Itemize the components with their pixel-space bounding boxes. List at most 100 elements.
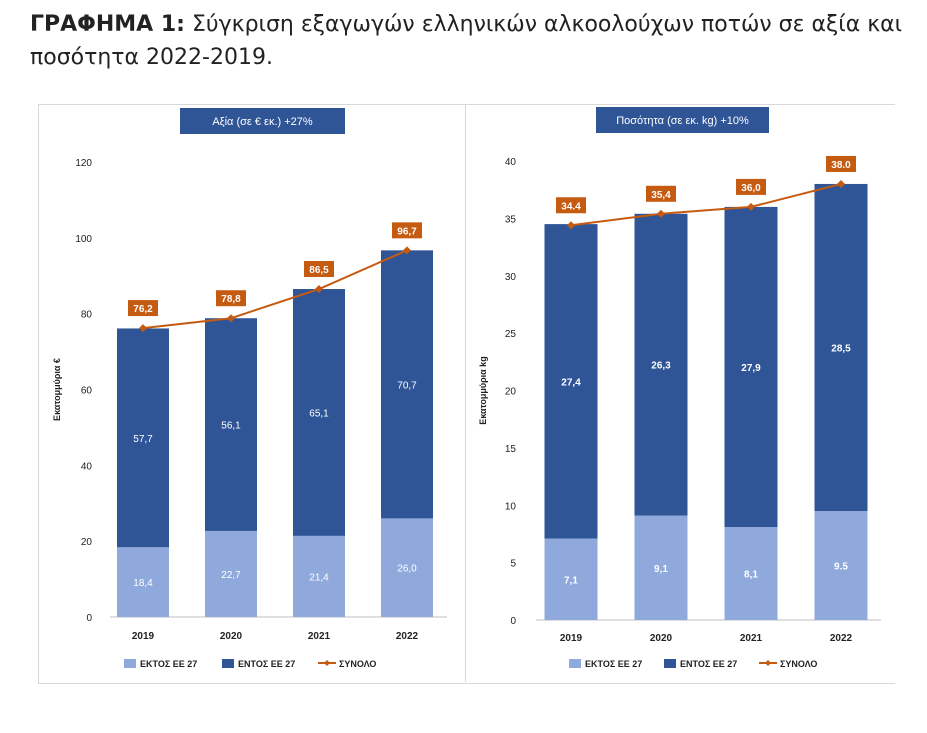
- chart1-total-label-2019: 76,2: [133, 304, 153, 315]
- chart2-y-tick-label: 10: [505, 501, 517, 512]
- chart1-legend-swatch-outside-eu: [124, 659, 136, 668]
- chart1-total-point-2021: [315, 285, 323, 294]
- chart2-total-label-2019: 34.4: [561, 201, 581, 212]
- chart2-label-inside-eu-2020: 26,3: [651, 361, 671, 372]
- chart2-header-box: [596, 107, 769, 133]
- chart1-legend-marker-total: [324, 660, 330, 666]
- chart1-y-tick-label: 0: [86, 613, 92, 624]
- chart1-total-point-2019: [139, 324, 147, 333]
- chart2-y-axis-label: Εκατομμύρια kg: [478, 356, 488, 424]
- chart2-label-outside-eu-2020: 9,1: [654, 564, 668, 575]
- chart1-x-tick-label: 2020: [220, 631, 243, 642]
- chart2-label-outside-eu-2021: 8,1: [744, 570, 758, 581]
- chart2-x-tick-label: 2019: [560, 633, 583, 644]
- chart2-total-label-box-2019: [556, 197, 586, 214]
- chart1-bar-inside-eu-2022: [381, 250, 433, 519]
- chart1-legend-swatch-inside-eu: [222, 659, 234, 668]
- chart2-bar-inside-eu-2021: [724, 206, 778, 528]
- charts-frame: [38, 104, 895, 684]
- chart1-y-tick-label: 40: [81, 461, 93, 472]
- chart1-y-tick-label: 80: [81, 310, 93, 321]
- chart2-bar-outside-eu-2022: [814, 510, 868, 620]
- chart1-x-tick-label: 2019: [132, 631, 155, 642]
- chart2-legend-swatch-inside-eu: [664, 659, 676, 668]
- chart2-label-outside-eu-2022: 9.5: [834, 561, 848, 572]
- chart1-legend-label-total: ΣΥΝΟΛΟ: [339, 659, 376, 669]
- chart1-total-label-box-2021: [304, 261, 334, 278]
- chart2-bar-outside-eu-2021: [724, 527, 778, 620]
- chart2-total-line: [570, 182, 842, 227]
- chart2-total-point-2019: [567, 221, 575, 230]
- chart1-label-inside-eu-2021: 65,1: [309, 408, 329, 419]
- chart2-label-inside-eu-2019: 27,4: [561, 377, 581, 388]
- chart1-y-tick-label: 120: [75, 158, 92, 169]
- chart1-bar-outside-eu-2020: [205, 530, 257, 617]
- chart2-x-tick-label: 2022: [830, 633, 853, 644]
- chart1-bar-inside-eu-2020: [205, 318, 257, 531]
- chart2-x-tick-label: 2021: [740, 633, 763, 644]
- chart1-bar-inside-eu-2021: [293, 289, 345, 536]
- chart1-x-tick-label: 2021: [308, 631, 331, 642]
- chart2-legend-marker-total: [765, 660, 771, 666]
- chart2-bar-inside-eu-2020: [634, 213, 688, 516]
- chart2-legend-swatch-outside-eu: [569, 659, 581, 668]
- chart2-y-tick-label: 15: [505, 444, 517, 455]
- chart1-bar-outside-eu-2021: [293, 535, 345, 617]
- chart2-header-text: Ποσότητα (σε εκ. kg) +10%: [616, 115, 749, 127]
- chart2-total-label-2021: 36,0: [741, 183, 761, 194]
- chart2-bar-inside-eu-2022: [814, 183, 868, 511]
- chart2-total-label-2022: 38.0: [831, 160, 851, 171]
- chart1-label-outside-eu-2021: 21,4: [309, 572, 329, 583]
- chart1-y-tick-label: 20: [81, 537, 93, 548]
- chart1-header-text: Αξία (σε € εκ.) +27%: [212, 116, 313, 128]
- chart1-total-label-2021: 86,5: [309, 265, 329, 276]
- chart1-bar-outside-eu-2019: [117, 547, 169, 617]
- chart2-total-label-box-2020: [646, 185, 676, 202]
- chart1-label-outside-eu-2020: 22,7: [221, 570, 241, 581]
- chart2-y-tick-label: 35: [505, 214, 517, 225]
- chart2-total-label-box-2022: [826, 155, 856, 172]
- chart1-total-label-box-2020: [216, 290, 246, 307]
- chart2-y-tick-label: 0: [510, 616, 516, 627]
- chart1-total-line: [142, 249, 408, 330]
- panel-divider: [465, 104, 466, 682]
- chart2-legend-label-inside-eu: ΕΝΤΟΣ ΕΕ 27: [680, 659, 737, 669]
- chart2-total-point-2020: [657, 209, 665, 218]
- chart1-legend-label-inside-eu: ΕΝΤΟΣ ΕΕ 27: [238, 659, 295, 669]
- chart2-bar-outside-eu-2019: [544, 538, 598, 620]
- chart2-y-tick-label: 40: [505, 157, 517, 168]
- chart2-y-tick-label: 30: [505, 272, 517, 283]
- chart1-total-point-2020: [227, 314, 235, 323]
- chart1-bar-inside-eu-2019: [117, 328, 169, 548]
- chart1-label-inside-eu-2020: 56,1: [221, 421, 241, 432]
- chart1-total-point-2022: [403, 246, 411, 255]
- chart2-x-tick-label: 2020: [650, 633, 673, 644]
- chart1-label-outside-eu-2019: 18,4: [133, 578, 153, 589]
- figure-title-text: Σύγκριση εξαγωγών ελληνικών αλκοολούχων …: [30, 12, 903, 70]
- chart1-label-inside-eu-2019: 57,7: [133, 434, 153, 445]
- chart1-bar-outside-eu-2022: [381, 518, 433, 617]
- chart2-bar-outside-eu-2020: [634, 515, 688, 620]
- chart2-label-outside-eu-2019: 7,1: [564, 575, 578, 586]
- figure-title-lead: ΓΡΑΦΗΜΑ 1:: [30, 12, 185, 37]
- chart2-total-label-box-2021: [736, 178, 766, 195]
- chart1-label-outside-eu-2022: 26,0: [397, 564, 417, 575]
- chart2-y-tick-label: 25: [505, 329, 517, 340]
- chart1-total-label-2022: 96,7: [397, 226, 417, 237]
- chart1-total-label-box-2019: [128, 300, 158, 317]
- chart1-y-axis-label: Εκατομμύρια €: [52, 358, 62, 421]
- chart2-y-tick-label: 5: [510, 559, 516, 570]
- chart1-header-box: [180, 108, 345, 134]
- chart1-y-tick-label: 60: [81, 386, 93, 397]
- chart2-legend-label-outside-eu: ΕΚΤΟΣ ΕΕ 27: [585, 659, 642, 669]
- chart1-x-tick-label: 2022: [396, 631, 419, 642]
- chart2-label-inside-eu-2022: 28,5: [831, 343, 851, 354]
- chart1-label-inside-eu-2022: 70,7: [397, 380, 417, 391]
- figure-title: ΓΡΑΦΗΜΑ 1: Σύγκριση εξαγωγών ελληνικών α…: [30, 8, 910, 74]
- chart2-y-tick-label: 20: [505, 387, 517, 398]
- chart1-total-label-2020: 78,8: [221, 294, 241, 305]
- chart2-total-point-2021: [747, 202, 755, 211]
- chart2-total-label-2020: 35,4: [651, 190, 671, 201]
- chart1-legend-label-outside-eu: ΕΚΤΟΣ ΕΕ 27: [140, 659, 197, 669]
